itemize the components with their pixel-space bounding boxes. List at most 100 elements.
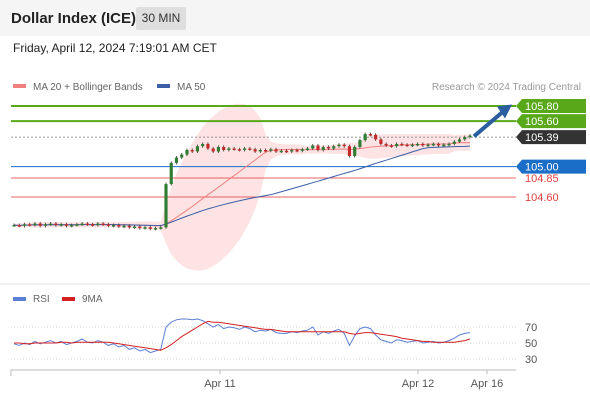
- candle: [295, 148, 299, 153]
- candle-body: [347, 146, 352, 157]
- candle: [342, 143, 346, 148]
- candle-body: [64, 224, 68, 226]
- candle-body: [269, 149, 273, 151]
- candle-body: [258, 149, 262, 152]
- candle-body: [384, 143, 388, 146]
- candle: [264, 148, 268, 153]
- candle: [321, 145, 325, 152]
- candle-body: [122, 225, 126, 228]
- candle: [153, 226, 158, 231]
- candle-body: [274, 149, 278, 152]
- candle-body: [363, 134, 367, 141]
- candle-body: [279, 150, 283, 153]
- candle-body: [232, 148, 236, 150]
- candle: [400, 142, 404, 147]
- candle: [311, 143, 315, 150]
- candle: [258, 148, 262, 154]
- candle: [269, 147, 273, 153]
- x-tick-label: Apr 12: [402, 378, 434, 390]
- candle-body: [316, 145, 320, 150]
- candle-body: [326, 146, 331, 149]
- candle: [337, 143, 341, 148]
- candle-body: [132, 226, 137, 229]
- candle: [248, 146, 252, 151]
- candle-body: [195, 146, 200, 152]
- candle-body: [190, 149, 194, 152]
- candle: [59, 222, 63, 227]
- candle-body: [358, 140, 362, 147]
- candle: [127, 224, 131, 229]
- candle-body: [117, 225, 121, 227]
- candle-body: [91, 224, 95, 226]
- candle: [316, 143, 320, 152]
- candle: [70, 223, 74, 228]
- candle: [358, 138, 362, 149]
- candle: [253, 147, 257, 154]
- candle: [206, 142, 210, 150]
- candle: [353, 145, 357, 158]
- candle: [22, 222, 27, 228]
- candle: [468, 134, 472, 139]
- price-badge-resistance: [516, 114, 586, 129]
- candle: [457, 137, 462, 144]
- candle: [185, 148, 189, 157]
- candle-body: [59, 224, 63, 226]
- candle-body: [237, 149, 241, 151]
- candle: [227, 146, 231, 152]
- candle-body: [395, 143, 399, 147]
- candle: [12, 223, 16, 227]
- candle: [148, 225, 152, 231]
- candle: [80, 222, 84, 226]
- candle: [232, 146, 236, 151]
- candle: [33, 222, 37, 227]
- candle-body: [211, 148, 215, 152]
- candle: [405, 143, 409, 147]
- rsi-legend-label: RSI: [33, 294, 50, 305]
- candle-body: [112, 225, 116, 227]
- price-badge-label: 105.00: [525, 162, 559, 174]
- legend-swatch: [157, 84, 170, 88]
- candle: [384, 142, 388, 147]
- candle: [442, 143, 446, 147]
- candle-body: [148, 227, 152, 229]
- candle: [347, 144, 352, 158]
- candle: [101, 222, 105, 226]
- candle-body: [264, 149, 268, 152]
- candle: [64, 222, 68, 228]
- candle-body: [452, 141, 456, 144]
- price-badge-current: [516, 130, 586, 145]
- candle: [222, 145, 226, 152]
- candle: [138, 225, 142, 230]
- candle: [426, 143, 430, 147]
- candle: [122, 224, 126, 229]
- candle-body: [49, 223, 53, 226]
- legend-label: MA 50: [177, 82, 206, 93]
- candle: [174, 156, 179, 165]
- candle-body: [127, 225, 131, 228]
- forecast-arrow-head: [497, 104, 512, 119]
- candle: [243, 146, 247, 152]
- candle: [447, 142, 451, 147]
- candle: [421, 142, 425, 147]
- candle-body: [159, 227, 163, 229]
- price-badge-label: 105.60: [525, 116, 559, 128]
- forecast-arrow: [472, 110, 504, 138]
- candle-body: [174, 157, 179, 163]
- candle: [368, 132, 372, 137]
- timeframe-button[interactable]: 30 MIN: [136, 7, 186, 30]
- price-level-label: 104.60: [525, 192, 559, 204]
- candle: [106, 222, 110, 228]
- candle-body: [426, 144, 430, 147]
- candle-body: [38, 223, 42, 226]
- candle-body: [54, 223, 58, 226]
- candle-body: [321, 146, 325, 150]
- rsi-series-line: [13, 318, 471, 354]
- candle: [290, 148, 294, 154]
- candle-body: [28, 224, 32, 226]
- candle: [326, 145, 331, 150]
- candle-body: [180, 154, 184, 158]
- candle-body: [12, 225, 16, 227]
- candle-body: [295, 149, 299, 152]
- candle-body: [374, 134, 378, 140]
- legend-label: MA 20 + Bollinger Bands: [33, 82, 143, 93]
